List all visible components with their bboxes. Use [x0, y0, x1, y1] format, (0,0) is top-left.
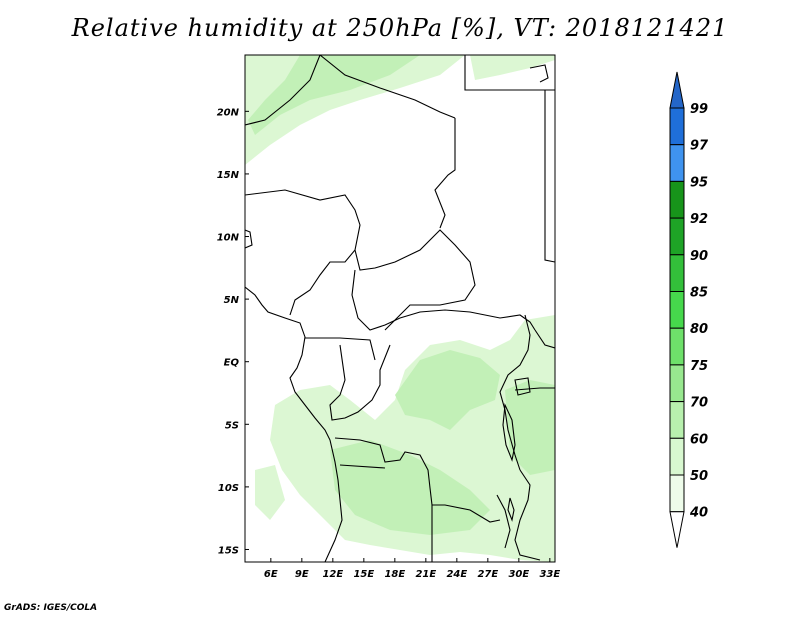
- colorbar-segment: [669, 291, 685, 329]
- border-niger-chad: [319, 55, 456, 119]
- humidity-area-northeast: [470, 55, 555, 80]
- humidity-area-west-coast: [255, 465, 285, 520]
- colorbar-level-label: 95: [690, 175, 708, 190]
- colorbar-segment: [669, 254, 685, 293]
- colorbar-segment: [669, 144, 685, 182]
- y-tick-label: 10N: [217, 233, 240, 244]
- colorbar-level-label: 75: [690, 359, 708, 374]
- colorbar-segment: [669, 364, 685, 403]
- x-tick-label: 9E: [295, 569, 309, 580]
- colorbar-level-label: 50: [690, 469, 708, 484]
- x-tick-label: 33E: [539, 569, 560, 580]
- border-cameroon-gabon: [305, 337, 376, 361]
- map-frame: [244, 54, 556, 563]
- colorbar-segment: [669, 401, 685, 439]
- x-tick-label: 6E: [264, 569, 278, 580]
- colorbar-level-label: 70: [690, 396, 708, 411]
- border-sudan-inner: [544, 90, 555, 263]
- border-niger-nigeria: [245, 189, 361, 316]
- colorbar-bottom-arrow: [669, 511, 685, 548]
- humidity-band-north: [248, 55, 420, 135]
- colorbar-level-label: 85: [690, 286, 708, 301]
- x-axis: 6E 9E 12E 15E 18E 21E 24E 27E 30E 33E: [264, 558, 560, 580]
- colorbar-segment: [669, 327, 685, 366]
- humidity-core-south: [330, 440, 490, 535]
- x-tick-label: 27E: [477, 569, 498, 580]
- lake-malawi: [507, 497, 515, 522]
- x-tick-label: 12E: [322, 569, 343, 580]
- colorbar-level-label: 60: [690, 432, 708, 447]
- colorbar-segment: [669, 217, 685, 256]
- x-tick-label: 18E: [384, 569, 405, 580]
- colorbar-segment: [669, 107, 685, 146]
- x-tick-label: 24E: [446, 569, 467, 580]
- y-tick-label: 5N: [224, 295, 240, 306]
- x-tick-label: 30E: [508, 569, 529, 580]
- border-nigeria-cameroon: [354, 229, 476, 331]
- colorbar-segment: [669, 437, 685, 476]
- lake-tanganyika: [502, 402, 516, 462]
- y-tick-label: 15N: [217, 170, 240, 181]
- colorbar-level-label: 90: [690, 249, 708, 264]
- y-tick-label: EQ: [224, 358, 240, 369]
- colorbar-level-label: 80: [690, 322, 708, 337]
- border-mauritania: [245, 229, 253, 249]
- x-tick-label: 21E: [415, 569, 436, 580]
- map-title: Relative humidity at 250hPa [%], VT: 201…: [71, 14, 729, 42]
- border-uganda-kenya: [534, 329, 555, 349]
- border-sahel-east: [529, 64, 549, 83]
- colorbar-segment: [669, 180, 685, 219]
- coastline-west: [245, 286, 343, 562]
- lake-victoria: [514, 377, 531, 396]
- y-tick-label: 20N: [217, 107, 240, 118]
- y-tick-label: 5S: [225, 420, 239, 431]
- colorbar-level-label: 99: [690, 102, 708, 117]
- colorbar-level-label: 97: [690, 139, 709, 154]
- border-drc-south: [334, 437, 501, 523]
- colorbar-top-arrow: [669, 71, 685, 109]
- colorbar-segment: [669, 474, 685, 513]
- border-zambia-malawi: [514, 469, 541, 561]
- humidity-core-central: [395, 350, 500, 430]
- colorbar-level-label: 40: [689, 506, 708, 521]
- border-sudan-egypt: [464, 55, 555, 91]
- border-angola-south: [339, 464, 386, 469]
- border-mozambique: [496, 494, 511, 549]
- humidity-shading: [245, 55, 555, 562]
- colorbar: 99 97 95 92 90 85 80 75 70 60 50 40: [669, 71, 709, 548]
- y-axis: 20N 15N 10N 5N EQ 5S 10S 15S: [217, 107, 249, 556]
- x-tick-label: 15E: [353, 569, 374, 580]
- border-car-drc: [351, 269, 536, 331]
- border-tanzania: [514, 387, 555, 391]
- colorbar-level-label: 92: [690, 212, 708, 227]
- border-congo: [329, 344, 391, 421]
- border-east-lakes: [499, 314, 531, 471]
- country-borders: [245, 55, 555, 562]
- footer-credit: GrADS: IGES/COLA: [4, 603, 98, 613]
- border-west-nw: [245, 55, 321, 126]
- border-chad-libya: [434, 118, 456, 229]
- humidity-core-east: [505, 380, 555, 475]
- y-tick-label: 10S: [218, 483, 239, 494]
- y-tick-label: 15S: [218, 545, 239, 556]
